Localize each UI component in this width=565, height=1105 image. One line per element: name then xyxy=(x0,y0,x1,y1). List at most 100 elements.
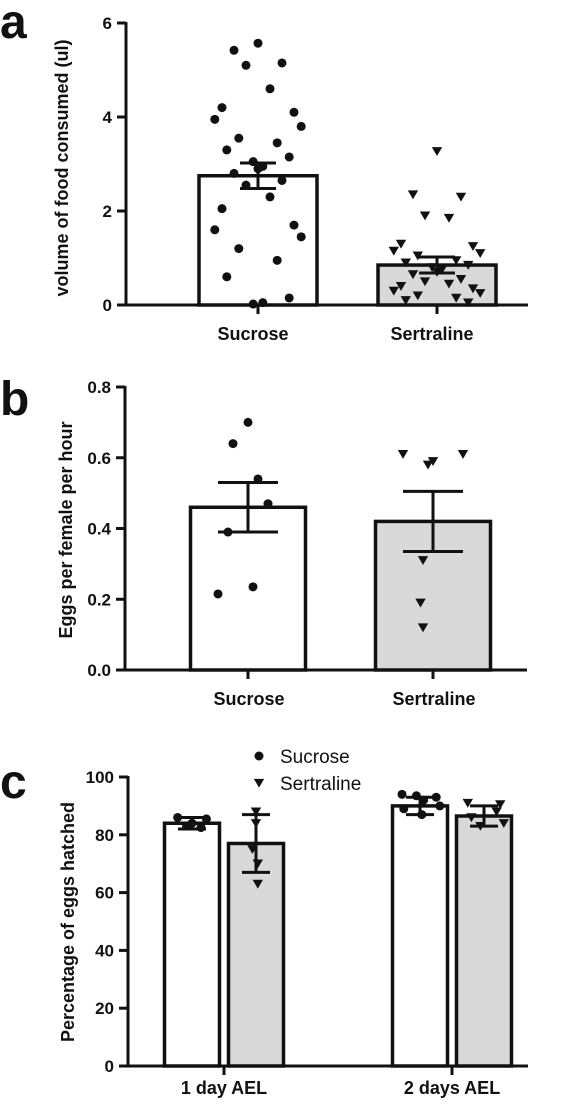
y-tick-label: 20 xyxy=(95,999,114,1018)
data-point xyxy=(431,147,443,156)
data-point xyxy=(263,499,273,509)
x-category-label: 2 days AEL xyxy=(404,1078,500,1098)
chart-panel-a: 0 2 4 6 Sucrose Sertraline volume of food cons… xyxy=(52,14,528,344)
y-tick-label: 0 xyxy=(105,1057,114,1076)
data-point xyxy=(435,801,445,811)
data-point xyxy=(457,450,469,459)
data-point xyxy=(252,879,263,889)
chart-panel-c: 0 20 40 60 80 100 1 day AEL 2 days AEL Sucrose Se… xyxy=(58,747,528,1098)
data-point xyxy=(217,204,227,214)
y-tick-label: 0.2 xyxy=(87,590,111,609)
data-point xyxy=(466,813,477,823)
data-point xyxy=(422,460,434,470)
y-tick-label: 80 xyxy=(95,826,114,845)
y-tick-label: 6 xyxy=(103,14,112,33)
y-tick-label: 0.6 xyxy=(87,449,111,468)
y-tick-label: 60 xyxy=(95,884,114,903)
error-bar xyxy=(406,795,434,817)
data-point xyxy=(491,807,502,817)
data-point xyxy=(427,263,438,273)
data-point xyxy=(284,152,294,162)
data-point xyxy=(388,246,399,256)
y-tick-label: 0.4 xyxy=(87,520,111,539)
data-point xyxy=(395,239,407,249)
data-point xyxy=(234,244,244,254)
data-point xyxy=(417,623,429,633)
y-axis-label: Percentage of eggs hatched xyxy=(58,802,78,1042)
data-point xyxy=(265,84,275,94)
error-bar xyxy=(470,804,498,828)
data-point xyxy=(400,258,411,268)
x-category-label: Sucrose xyxy=(213,689,284,709)
data-point xyxy=(467,284,479,294)
data-point xyxy=(397,450,409,459)
x-category-label: Sucrose xyxy=(217,324,288,344)
data-point xyxy=(388,286,399,296)
data-point xyxy=(455,192,467,202)
data-point xyxy=(412,291,423,301)
data-point xyxy=(241,60,251,70)
data-point xyxy=(451,293,462,303)
data-point xyxy=(463,260,474,270)
data-point xyxy=(277,58,287,68)
data-point xyxy=(415,598,426,608)
data-point xyxy=(443,279,455,289)
data-point xyxy=(436,265,447,275)
y-axis-label: Eggs per female per hour xyxy=(56,421,76,638)
chart-panel-b: 0.0 0.2 0.4 0.6 0.8 Sucrose Sertraline Eggs per… xyxy=(56,378,527,709)
legend-marker xyxy=(254,751,264,761)
x-category-label: Sertraline xyxy=(392,689,475,709)
error-bar xyxy=(242,813,270,874)
data-point xyxy=(210,225,220,235)
panel-letter-c: c xyxy=(0,756,27,809)
error-bar xyxy=(240,161,276,190)
data-point xyxy=(289,107,299,117)
data-point xyxy=(296,121,306,131)
data-point xyxy=(213,589,223,599)
data-point xyxy=(296,232,306,242)
legend-label: Sertraline xyxy=(280,774,361,795)
data-point xyxy=(289,220,299,230)
data-point xyxy=(217,103,227,113)
data-point xyxy=(173,812,183,822)
bar-sucrose xyxy=(162,821,222,1068)
y-tick-label: 0.0 xyxy=(87,661,111,680)
data-point xyxy=(419,277,431,287)
y-axis-label: volume of food consumed (ul) xyxy=(52,40,72,297)
data-point xyxy=(253,38,263,48)
data-point xyxy=(284,293,294,303)
data-point xyxy=(395,282,407,291)
error-bar xyxy=(419,255,455,275)
panel-letter-a: a xyxy=(0,0,27,49)
error-bar xyxy=(218,481,278,534)
bar-sucrose xyxy=(188,505,308,672)
data-point xyxy=(258,298,268,308)
bar-sucrose xyxy=(197,174,319,307)
data-point xyxy=(272,255,282,265)
bar-sertraline xyxy=(226,841,286,1068)
data-point xyxy=(407,270,419,280)
x-category-label: 1 day AEL xyxy=(181,1078,267,1098)
data-point xyxy=(463,298,474,308)
data-point xyxy=(277,175,287,185)
data-point xyxy=(431,792,441,802)
legend-marker xyxy=(253,778,265,788)
data-point xyxy=(443,213,455,223)
data-point xyxy=(400,296,411,305)
y-tick-label: 2 xyxy=(103,202,112,221)
bar-sucrose xyxy=(390,804,450,1068)
data-point xyxy=(467,242,479,251)
data-point xyxy=(222,145,232,155)
data-point xyxy=(229,168,239,178)
data-point xyxy=(228,439,238,449)
error-bar xyxy=(178,815,206,831)
data-point xyxy=(417,556,429,566)
data-point xyxy=(234,133,244,143)
data-point xyxy=(222,272,232,282)
data-point xyxy=(399,804,409,814)
data-point xyxy=(407,190,419,200)
data-point xyxy=(498,819,509,828)
data-point xyxy=(248,582,258,592)
data-point xyxy=(265,192,275,202)
